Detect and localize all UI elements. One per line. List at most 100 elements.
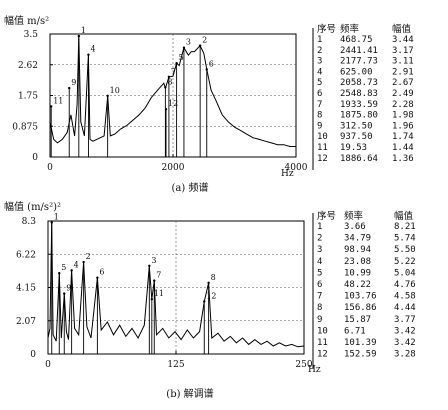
peak-label: 7 <box>156 271 161 280</box>
table-cell: 6 <box>317 280 322 290</box>
table-cell: 2.67 <box>392 78 414 88</box>
y-tick-label: 1.75 <box>18 92 38 102</box>
spectrum-line <box>49 36 296 147</box>
gridlines-a <box>50 34 296 157</box>
table-header: 频率 <box>340 23 360 35</box>
table-cell: 48.22 <box>344 280 371 290</box>
table-cell: 12 <box>317 350 328 360</box>
peak-point <box>148 264 151 268</box>
table-cell: 8 <box>317 111 322 121</box>
peak-point <box>106 94 109 98</box>
peak-label: 8 <box>211 273 216 282</box>
table-cell: 2177.73 <box>340 57 378 67</box>
peak-label: 6 <box>209 59 214 68</box>
table-cell: 8.21 <box>394 222 416 232</box>
table-cell: 3 <box>317 245 322 255</box>
table-cell: 103.76 <box>344 292 377 302</box>
table-cell: 5 <box>317 268 322 278</box>
table-cell: 3.17 <box>392 46 414 56</box>
peak-label: 2 <box>86 252 91 261</box>
peak-point <box>50 221 53 224</box>
peak-label: 1 <box>54 212 59 221</box>
table-cell: 3.66 <box>344 222 366 232</box>
table-cell: 4.58 <box>394 292 416 302</box>
table-cell: 10.99 <box>344 268 371 278</box>
y-axis-label-a: 幅值 m/s² <box>4 14 49 27</box>
y-tick-labels-b: 0 2.07 4.15 6.22 8.3 <box>16 217 51 360</box>
peak-point <box>82 260 85 264</box>
y-tick-label: 0.875 <box>12 122 38 132</box>
table-cell: 1886.64 <box>340 154 378 164</box>
table-cell: 2441.41 <box>340 46 378 56</box>
peak-point <box>96 276 99 279</box>
peak-label: 1 <box>81 26 86 35</box>
table-cell: 156.86 <box>344 303 377 313</box>
y-tick-label: 8.3 <box>22 217 37 227</box>
peak-point <box>63 292 66 295</box>
table-cell: 2.49 <box>392 89 414 99</box>
table-cell: 1 <box>317 222 322 232</box>
peak-label: 12 <box>206 291 216 300</box>
table-cell: 1.96 <box>392 121 414 131</box>
peak-point <box>68 86 71 90</box>
x-tick-labels-a: 0 2000 4000 <box>47 154 308 173</box>
table-cell: 3.77 <box>394 315 416 325</box>
peak-label: 8 <box>167 77 172 86</box>
y-tick-label: 4.15 <box>16 284 36 294</box>
x-unit-label-a: Hz <box>281 169 294 179</box>
table-cell: 4 <box>317 67 322 77</box>
gridlines-b <box>48 221 304 354</box>
caption-a: (a) 频谱 <box>172 181 209 194</box>
x-tick-label: 250 <box>295 360 312 370</box>
x-unit-label-b: Hz <box>308 365 321 375</box>
x-tick-label: 4000 <box>285 163 308 173</box>
table-cell: 2.28 <box>392 100 414 110</box>
y-tick-label: 0 <box>32 153 38 163</box>
table-cell: 15.87 <box>344 315 371 325</box>
table-cell: 2548.83 <box>340 89 378 99</box>
peak-label: 3 <box>151 256 156 265</box>
peak-point <box>207 281 210 285</box>
table-cell: 5.50 <box>394 245 416 255</box>
caption-b: (b) 解调谱 <box>166 387 213 400</box>
table-cell: 1 <box>317 35 322 45</box>
peak-point <box>77 34 81 38</box>
table-cell: 5.74 <box>394 234 416 244</box>
peak-point <box>203 300 206 303</box>
table-cell: 312.50 <box>340 121 373 131</box>
table-cell: 12 <box>317 154 328 164</box>
table-cell: 101.39 <box>344 338 377 348</box>
table-cell: 4.76 <box>394 280 416 290</box>
table-cell: 5 <box>317 78 322 88</box>
peak-label: 7 <box>171 67 176 76</box>
y-tick-label: 2.62 <box>18 61 38 71</box>
table-cell: 2058.73 <box>340 78 378 88</box>
table-header: 幅值 <box>394 210 414 222</box>
peak-label: 4 <box>90 45 95 54</box>
peak-point <box>150 297 154 301</box>
table-cell: 7 <box>317 100 322 110</box>
table-cell: 5.22 <box>394 257 416 267</box>
peak-point <box>70 269 73 272</box>
peak-label: 10 <box>110 86 120 95</box>
table-cell: 3.44 <box>392 35 414 45</box>
peak-point <box>164 108 168 111</box>
peak-point <box>167 75 171 79</box>
x-tick-label: 0 <box>45 360 51 370</box>
table-cell: 11 <box>317 143 328 153</box>
y-tick-label: 0 <box>30 350 36 360</box>
peak-label: 5 <box>61 263 66 272</box>
table-cell: 2 <box>317 234 322 244</box>
peak-point <box>87 53 90 56</box>
table-cell: 3.42 <box>394 338 416 348</box>
peak-point <box>164 86 167 89</box>
table-cell: 1.44 <box>392 143 414 153</box>
table-header: 幅值 <box>392 23 412 35</box>
x-tick-label: 2000 <box>162 163 185 173</box>
table-cell: 1.74 <box>392 132 414 142</box>
table-cell: 9 <box>317 315 322 325</box>
table-cell: 4.44 <box>394 303 416 313</box>
